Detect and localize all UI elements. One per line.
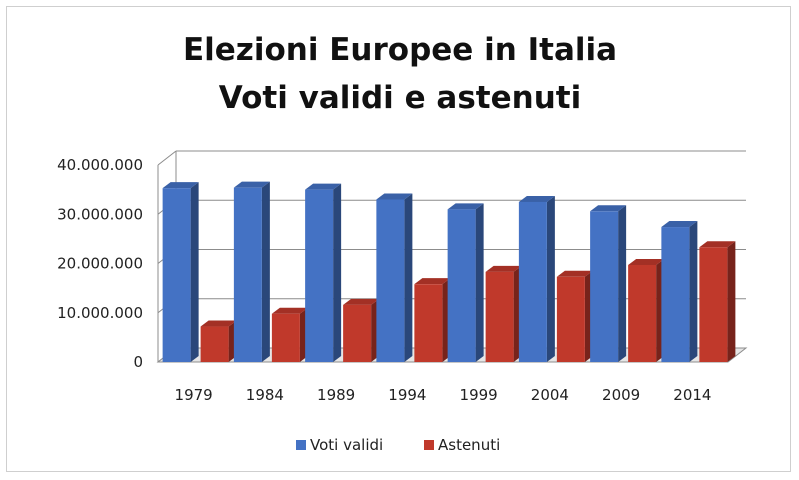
bar-side — [475, 203, 484, 362]
legend-swatch-voti-validi — [296, 440, 306, 450]
bars — [162, 181, 736, 362]
bar-astenuti-2014 — [699, 241, 736, 362]
bar-front — [376, 199, 405, 362]
gridline-side — [157, 150, 177, 166]
bar-front — [661, 227, 690, 362]
legend-swatch-astenuti — [424, 440, 434, 450]
bar-voti-validi-1989 — [305, 183, 342, 362]
bar-voti-validi-1984 — [233, 181, 270, 362]
x-tick-label: 1999 — [460, 386, 498, 404]
bar-top — [162, 182, 199, 189]
bar-top — [233, 181, 270, 188]
bar-front — [556, 276, 585, 362]
bar-side — [404, 193, 413, 362]
y-axis-ticks: 0 10.000.000 20.000.000 30.000.000 40.000.00… — [57, 156, 143, 371]
bar-side — [261, 181, 270, 362]
y-tick-label: 20.000.000 — [57, 255, 143, 273]
bar-top — [518, 195, 555, 202]
legend-label-voti-validi: Voti validi — [310, 436, 383, 454]
bar-side — [618, 205, 627, 362]
chart-title: Elezioni Europee in Italia — [183, 32, 617, 68]
bar-top — [376, 193, 413, 200]
y-tick-label: 0 — [133, 353, 143, 371]
bar-top — [556, 270, 593, 277]
legend: Voti validi Astenuti — [296, 436, 500, 454]
x-tick-label: 1994 — [388, 386, 426, 404]
bar-voti-validi-1979 — [162, 182, 199, 362]
bar-front — [485, 271, 514, 362]
x-tick-label: 1979 — [175, 386, 213, 404]
chart-subtitle: Voti validi e astenuti — [219, 80, 581, 116]
x-axis-ticks: 1979 1984 1989 1994 1999 2004 2009 2014 — [175, 386, 712, 404]
bar-top — [447, 203, 484, 210]
bar-astenuti-2004 — [556, 270, 593, 362]
bar-front — [590, 211, 619, 362]
bar-front — [200, 326, 229, 362]
x-tick-label: 2009 — [602, 386, 640, 404]
bar-top — [699, 241, 736, 248]
x-tick-label: 2014 — [673, 386, 711, 404]
bar-voti-validi-1999 — [447, 203, 484, 362]
bar-top — [271, 307, 308, 314]
bar-front — [699, 247, 728, 362]
bar-astenuti-1979 — [200, 320, 237, 362]
bar-top — [414, 278, 451, 285]
bar-top — [200, 320, 237, 327]
bar-front — [518, 201, 547, 362]
bar-front — [414, 284, 443, 362]
bar-front — [162, 188, 191, 362]
x-tick-label: 1989 — [317, 386, 355, 404]
x-tick-label: 1984 — [246, 386, 284, 404]
bar-top — [485, 265, 522, 272]
bar-side — [333, 183, 342, 362]
bar-astenuti-1994 — [414, 278, 451, 362]
y-tick-label: 30.000.000 — [57, 205, 143, 223]
bar-side — [727, 241, 736, 362]
bar-voti-validi-2004 — [518, 195, 555, 362]
bar-side — [190, 182, 199, 362]
bar-side — [546, 195, 555, 362]
bar-top — [661, 221, 698, 228]
bar-front — [271, 313, 300, 362]
bar-top — [628, 258, 665, 265]
y-tick-label: 10.000.000 — [57, 304, 143, 322]
bar-astenuti-1999 — [485, 265, 522, 362]
x-tick-label: 2004 — [531, 386, 569, 404]
bar-voti-validi-2009 — [590, 205, 627, 362]
bar-voti-validi-1994 — [376, 193, 413, 362]
bar-astenuti-1984 — [271, 307, 308, 362]
bar-astenuti-1989 — [343, 298, 380, 362]
bar-top — [343, 298, 380, 305]
y-tick-label: 40.000.000 — [57, 156, 143, 174]
bar-front — [628, 264, 657, 362]
bar-voti-validi-2014 — [661, 221, 698, 362]
bar-front — [305, 189, 334, 362]
bar-top — [305, 183, 342, 190]
bar-front — [447, 209, 476, 362]
bar-astenuti-2009 — [628, 258, 665, 362]
bar-top — [590, 205, 627, 212]
bar-front — [343, 304, 372, 362]
bar-side — [689, 221, 698, 362]
legend-label-astenuti: Astenuti — [438, 436, 500, 454]
bar-front — [233, 187, 262, 362]
